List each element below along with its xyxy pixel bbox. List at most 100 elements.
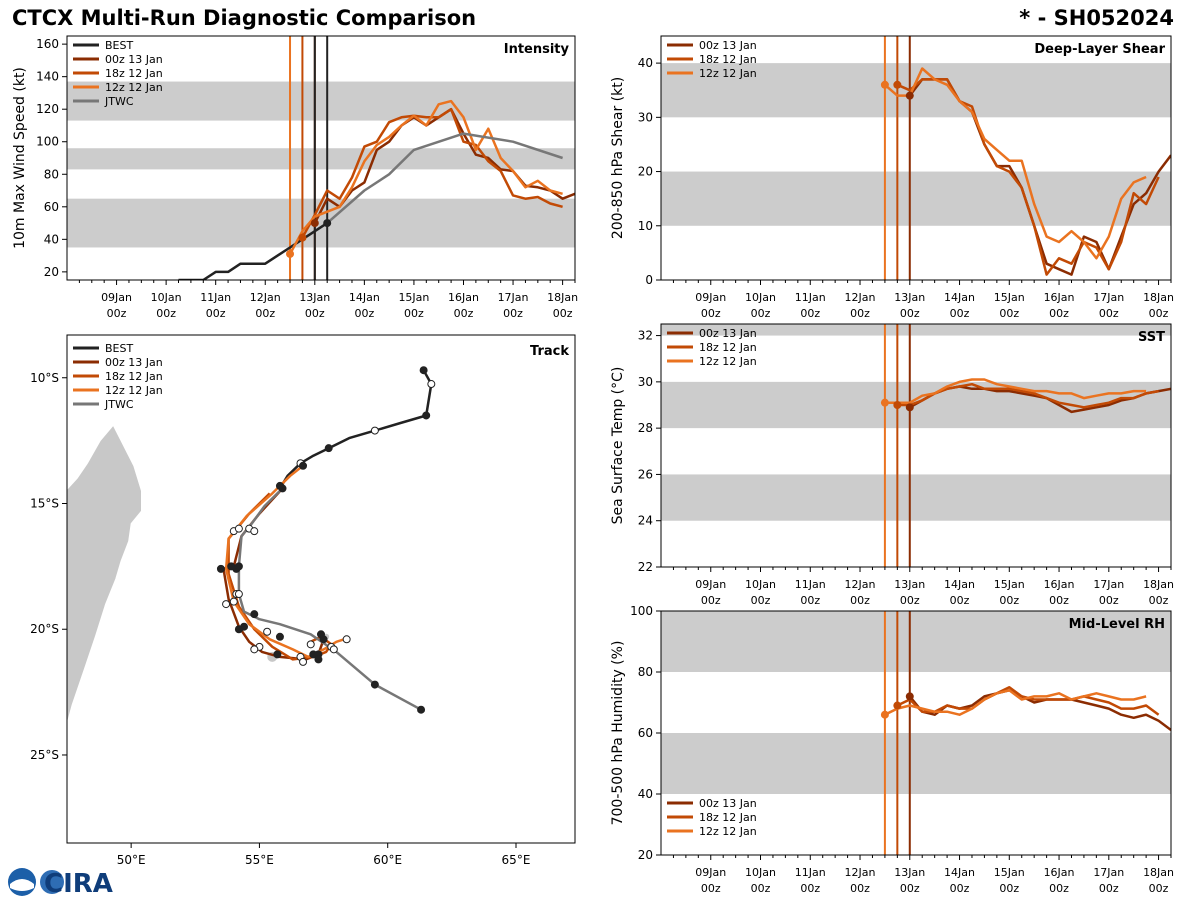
shear-x-tick-hour: 00z	[900, 307, 920, 320]
intensity-y-tick-label: 140	[36, 70, 59, 84]
sst-x-tick-hour: 00z	[1149, 594, 1169, 607]
globe-icon	[40, 870, 64, 894]
intensity-x-tick-day: 18Jan	[547, 291, 578, 304]
rh-x-tick-hour: 00z	[800, 882, 820, 895]
track-lat-label: 10°S	[30, 371, 59, 385]
shear-init-point-18z-12-jan	[893, 80, 902, 89]
intensity-x-tick-day: 09Jan	[101, 291, 132, 304]
sst-x-tick-day: 16Jan	[1044, 578, 1075, 591]
track-position-marker	[275, 481, 284, 490]
intensity-plot-frame	[66, 35, 576, 281]
sst-init-point-18z-12-jan	[893, 401, 902, 409]
shear-x-tick-hour: 00z	[1149, 307, 1169, 320]
shear-y-tick-label: 30	[638, 110, 653, 124]
track-position-marker	[324, 444, 333, 453]
sst-x-tick-hour: 00z	[850, 594, 870, 607]
track-position-marker	[299, 461, 308, 470]
track-position-marker	[250, 645, 259, 654]
rh-y-tick-label: 20	[638, 848, 653, 862]
shear-y-tick-label: 0	[645, 273, 653, 287]
track-lat-label: 15°S	[30, 496, 59, 510]
intensity-y-tick-label: 40	[44, 232, 59, 246]
shear-legend-label-12z-12-jan: 12z 12 Jan	[699, 67, 757, 80]
shear-x-tick-day: 18Jan	[1143, 291, 1174, 304]
sst-plot-frame	[660, 323, 1172, 568]
intensity-x-tick-day: 12Jan	[250, 291, 281, 304]
shear-x-tick-hour: 00z	[999, 307, 1019, 320]
sst-x-tick-hour: 00z	[701, 594, 721, 607]
intensity-x-tick-day: 10Jan	[151, 291, 182, 304]
shear-x-tick-hour: 00z	[701, 307, 721, 320]
shear-x-tick-hour: 00z	[800, 307, 820, 320]
rh-series-group	[884, 686, 1171, 732]
shear-series-group	[884, 67, 1171, 276]
track-position-marker	[275, 632, 284, 641]
sst-y-tick-label: 30	[638, 375, 653, 389]
intensity-x-tick-day: 13Jan	[299, 291, 330, 304]
rh-chart: 20 40 60 80 100 700-500 hPa Humidity (%) 09Jan…	[610, 604, 1174, 895]
shear-x-tick-hour: 00z	[751, 307, 771, 320]
intensity-x-tick-hour: 00z	[553, 307, 573, 320]
rh-x-tick-day: 14Jan	[944, 866, 975, 879]
sst-band	[661, 474, 1171, 521]
sst-init-point-00z-13-jan	[905, 403, 914, 412]
track-position-marker	[263, 627, 272, 636]
sst-panel-title: SST	[1138, 330, 1165, 345]
rh-y-tick-label: 80	[638, 665, 653, 679]
track-position-marker	[250, 610, 259, 619]
sst-legend-label-12z-12-jan: 12z 12 Jan	[699, 355, 757, 368]
intensity-band	[67, 148, 575, 170]
sst-x-tick-day: 10Jan	[745, 578, 776, 591]
sst-x-tick-day: 11Jan	[795, 578, 826, 591]
shear-legend-label-18z-12-jan: 18z 12 Jan	[699, 53, 757, 66]
shear-x-tick-day: 11Jan	[795, 291, 826, 304]
sst-y-tick-label: 32	[638, 329, 653, 343]
shear-x-tick-day: 14Jan	[944, 291, 975, 304]
sst-series-12z-12-jan	[884, 378, 1147, 404]
shear-init-point-12z-12-jan	[880, 80, 889, 89]
track-content	[67, 366, 436, 726]
shear-chart: 0 10 20 30 40 200-850 hPa Shear (kt) 09Jan 00z 1…	[610, 35, 1174, 320]
shear-y-tick-label: 10	[638, 219, 653, 233]
shear-series-18z-12-jan	[896, 78, 1160, 276]
intensity-x-tick-hour: 00z	[503, 307, 523, 320]
track-position-marker	[422, 411, 431, 420]
intensity-x-tick-hour: 00z	[404, 307, 424, 320]
intensity-series-12z-12-jan	[288, 99, 563, 255]
track-plot-frame	[66, 334, 576, 844]
track-lon-label: 65°E	[502, 853, 531, 867]
track-legend-label-best: BEST	[105, 342, 133, 355]
intensity-chart: 20 40 60 80 100 120 140 160 10m Max Wind Speed (…	[12, 35, 578, 320]
sst-x-tick-hour: 00z	[1049, 594, 1069, 607]
sst-x-tick-day: 09Jan	[695, 578, 726, 591]
sst-x-tick-hour: 00z	[800, 594, 820, 607]
shear-x-tick-hour: 00z	[1049, 307, 1069, 320]
track-series-12z-12-jan	[224, 464, 345, 659]
intensity-y-tick-label: 160	[36, 37, 59, 51]
intensity-init-point-00z-13-jan	[310, 219, 319, 228]
cira-logo-text: CIRA	[44, 869, 113, 898]
shear-x-tick-day: 13Jan	[894, 291, 925, 304]
track-position-marker	[370, 426, 379, 435]
intensity-legend-label-12z-12-jan: 12z 12 Jan	[105, 81, 163, 94]
rh-panel-title: Mid-Level RH	[1069, 617, 1165, 632]
track-position-marker	[419, 366, 428, 375]
rh-x-tick-day: 11Jan	[795, 866, 826, 879]
track-position-marker	[417, 705, 426, 714]
rh-x-tick-hour: 00z	[1099, 882, 1119, 895]
rh-init-point-12z-12-jan	[880, 710, 889, 719]
track-legend-label-00z-13-jan: 00z 13 Jan	[105, 356, 163, 369]
track-position-marker	[342, 635, 351, 644]
sst-x-tick-day: 17Jan	[1093, 578, 1124, 591]
page-title: CTCX Multi-Run Diagnostic Comparison	[12, 6, 477, 30]
track-position-marker	[234, 524, 243, 533]
sst-x-tick-hour: 00z	[999, 594, 1019, 607]
track-position-marker	[329, 645, 338, 654]
shear-x-tick-hour: 00z	[950, 307, 970, 320]
intensity-legend-label-18z-12-jan: 18z 12 Jan	[105, 67, 163, 80]
intensity-y-tick-label: 60	[44, 200, 59, 214]
track-lat-label: 20°S	[30, 622, 59, 636]
track-legend-label-jtwc: JTWC	[104, 398, 134, 411]
rh-legend-label-18z-12-jan: 18z 12 Jan	[699, 811, 757, 824]
sst-y-tick-label: 22	[638, 560, 653, 574]
